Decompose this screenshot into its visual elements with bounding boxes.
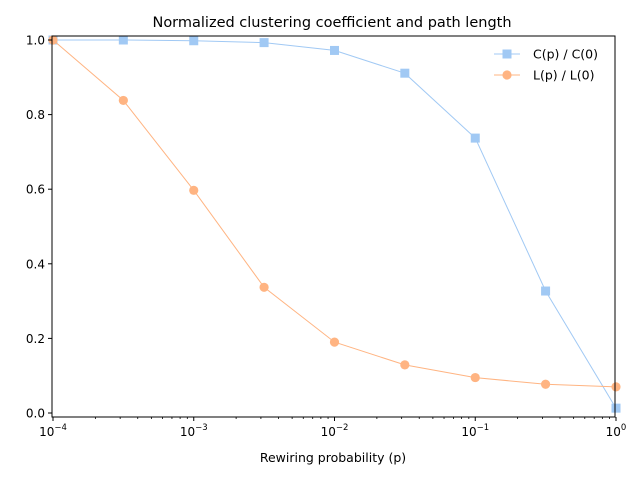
data-point bbox=[330, 45, 339, 55]
plot-area bbox=[48, 35, 621, 413]
y-tick-label: 1.0 bbox=[26, 34, 45, 48]
x-tick-label: 10−4 bbox=[39, 423, 67, 439]
y-tick-label: 0.6 bbox=[26, 183, 45, 197]
plot-frame bbox=[51, 35, 616, 418]
legend-label: C(p) / C(0) bbox=[533, 47, 598, 62]
legend-marker bbox=[502, 70, 512, 80]
series-line-1 bbox=[52, 39, 617, 388]
x-tick-label: 10−1 bbox=[461, 423, 489, 439]
x-tick-label: 10−3 bbox=[180, 423, 208, 439]
data-point bbox=[611, 382, 621, 392]
y-tick-label: 0.8 bbox=[26, 108, 45, 122]
data-point bbox=[541, 286, 551, 296]
x-axis: 10−4 10−3 10−2 10−1 100 bbox=[39, 417, 626, 439]
data-point bbox=[259, 38, 269, 48]
y-axis: 0.0 0.2 0.4 0.6 0.8 1.0 bbox=[26, 34, 52, 421]
series-line-0 bbox=[53, 39, 617, 409]
data-point bbox=[48, 35, 58, 45]
data-point bbox=[118, 95, 128, 106]
x-tick-label: 100 bbox=[606, 423, 627, 439]
legend-marker bbox=[502, 49, 512, 59]
legend: C(p) / C(0) L(p) / L(0) bbox=[494, 47, 598, 83]
legend-label: L(p) / L(0) bbox=[533, 68, 594, 83]
y-tick-label: 0.0 bbox=[26, 407, 45, 421]
data-point bbox=[259, 282, 269, 292]
data-point bbox=[400, 68, 410, 78]
data-point bbox=[329, 337, 340, 347]
y-tick-label: 0.4 bbox=[26, 257, 45, 271]
data-point bbox=[611, 403, 621, 413]
data-point bbox=[189, 185, 199, 195]
x-axis-label: Rewiring probability (p) bbox=[260, 450, 406, 465]
chart-title: Normalized clustering coefficient and pa… bbox=[152, 15, 511, 31]
data-point bbox=[189, 36, 199, 46]
x-tick-label: 10−2 bbox=[321, 423, 349, 439]
data-point bbox=[118, 35, 128, 45]
y-tick-label: 0.2 bbox=[26, 332, 45, 346]
data-point bbox=[470, 133, 480, 143]
data-point bbox=[540, 379, 551, 389]
data-point bbox=[400, 360, 410, 370]
data-point bbox=[470, 372, 480, 383]
